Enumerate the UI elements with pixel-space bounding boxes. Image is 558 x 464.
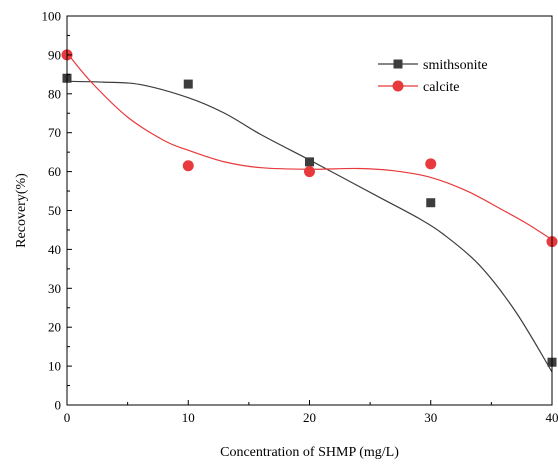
y-tick-label: 10 (48, 359, 61, 374)
smithsonite-fit-line (67, 80, 552, 373)
smithsonite-point (426, 198, 436, 208)
data-points (61, 49, 558, 367)
y-tick-label: 20 (48, 320, 61, 335)
fit-curves (67, 52, 552, 373)
x-tick-label: 20 (303, 410, 316, 425)
y-tick-label: 60 (48, 164, 61, 179)
y-tick-label: 80 (48, 86, 61, 101)
y-tick-label: 0 (55, 398, 62, 413)
x-tick-label: 10 (182, 410, 195, 425)
plot-frame (66, 15, 553, 406)
calcite-point (182, 160, 194, 172)
x-tick-label: 30 (424, 410, 437, 425)
smithsonite-point (183, 79, 193, 89)
y-tick-label: 100 (42, 9, 62, 24)
calcite-point (425, 158, 437, 170)
y-tick-label: 40 (48, 242, 61, 257)
axes (66, 15, 553, 406)
y-axis-label: Recovery(%) (14, 173, 29, 248)
y-tick-label: 50 (48, 203, 61, 218)
y-tick-label: 30 (48, 281, 61, 296)
smithsonite-legend-label: smithsonite (423, 58, 488, 73)
ticks: 0 10 20 30 40 0 10 20 30 40 50 60 70 80 90 100 (42, 9, 558, 426)
x-tick-label: 40 (546, 410, 558, 425)
y-tick-label: 90 (48, 47, 61, 62)
calcite-legend-label: calcite (423, 80, 460, 95)
smithsonite-point (305, 157, 314, 167)
x-axis-label: Concentration of SHMP (mg/L) (220, 445, 399, 460)
smithsonite-legend-marker (393, 59, 403, 69)
calcite-fit-line (67, 52, 552, 241)
calcite-legend-marker (392, 80, 404, 92)
x-tick-label: 0 (64, 410, 71, 425)
calcite-point (304, 166, 315, 178)
legend: smithsonite calcite (378, 58, 488, 95)
y-tick-label: 70 (48, 125, 61, 140)
